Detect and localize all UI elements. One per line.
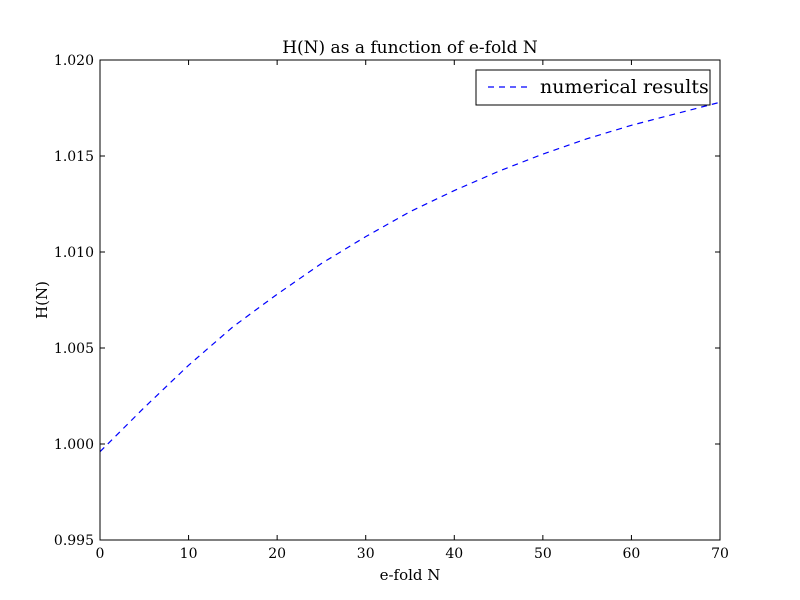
legend-label-numerical-results: numerical results — [540, 76, 709, 98]
x-tick-label: 30 — [357, 546, 375, 562]
y-tick-label: 1.015 — [54, 149, 94, 165]
y-tick-label: 0.995 — [54, 533, 94, 549]
chart-title: H(N) as a function of e-fold N — [282, 38, 538, 58]
y-tick-label: 1.005 — [54, 341, 94, 357]
x-axis-label: e-fold N — [380, 566, 441, 584]
x-tick-label: 50 — [534, 546, 552, 562]
y-tick-label: 1.020 — [54, 53, 94, 69]
plot-frame — [99, 59, 721, 541]
x-tick-label: 70 — [711, 546, 729, 562]
ticks-layer: 0 10 20 30 40 50 60 70 0.995 1.000 1.005 1.010 1.015… — [54, 53, 729, 562]
x-tick-label: 0 — [96, 546, 105, 562]
y-tick-label: 1.000 — [54, 437, 94, 453]
y-axis-label: H(N) — [33, 281, 51, 319]
y-tick-label: 1.010 — [54, 245, 94, 261]
x-tick-label: 10 — [180, 546, 198, 562]
x-tick-label: 20 — [268, 546, 286, 562]
data-layer — [99, 101, 721, 453]
x-tick-label: 40 — [445, 546, 463, 562]
series-line-numerical-results — [99, 101, 721, 453]
x-tick-label: 60 — [623, 546, 641, 562]
legend: numerical results — [475, 69, 711, 106]
